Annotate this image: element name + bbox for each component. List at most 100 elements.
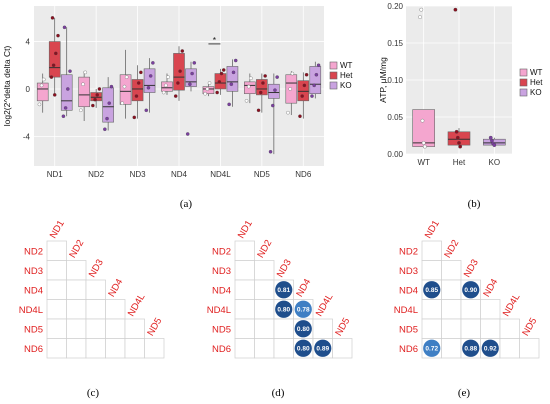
- plot-a-box: [131, 79, 144, 102]
- legend-a-swatch: [329, 61, 338, 70]
- matrix-c-row-label: ND5: [24, 324, 43, 335]
- matrix-e-correlation-circle: [462, 281, 480, 299]
- matrix-e-correlation-value: 0.88: [464, 346, 477, 353]
- matrix-d-row-label: ND2: [212, 246, 231, 257]
- panel-e-correlation-matrix: ND2ND3ND4ND4LND5ND6ND1ND2ND3ND4ND4LND50.…: [394, 219, 539, 359]
- legend-b-swatch: [519, 88, 528, 97]
- plot-a-point: [271, 103, 275, 108]
- plot-a-point: [91, 103, 95, 108]
- plot-a-point: [37, 102, 42, 107]
- plot-a-point: [304, 72, 309, 77]
- plot-a-point: [298, 114, 302, 118]
- plot-a-box: [102, 87, 114, 123]
- matrix-c-cell: [66, 299, 87, 320]
- matrix-d-correlation-circle: [294, 320, 312, 338]
- matrix-d-col-label: ND2: [255, 238, 274, 260]
- matrix-e-correlation-circle: [423, 339, 441, 357]
- plot-a-box: [119, 74, 132, 105]
- matrix-e-col-label: ND4: [481, 277, 500, 299]
- plot-b-point: [418, 15, 422, 19]
- matrix-c-cell: [85, 299, 106, 320]
- plot-a-ytick-label: 4: [26, 38, 31, 47]
- legend-a-label: Het: [340, 71, 353, 80]
- plot-a-point: [42, 77, 46, 82]
- matrix-d-cell: [234, 338, 255, 359]
- matrix-e-cell: [499, 338, 520, 359]
- plot-a-point: [310, 94, 314, 98]
- matrix-c-row-label: ND6: [24, 344, 43, 355]
- plot-a-point: [164, 83, 168, 88]
- plot-a-point: [256, 108, 261, 113]
- plot-a-xtick-label: ND4: [171, 170, 188, 179]
- plot-a-box: [60, 74, 73, 111]
- plot-a-point: [49, 75, 54, 79]
- plot-a-ylabel: log2(2^delta delta Ct): [2, 46, 12, 127]
- plot-a-point: [83, 70, 87, 75]
- matrix-d-cell: [234, 318, 255, 339]
- plot-a-box: [297, 80, 310, 102]
- matrix-e-correlation-circle: [481, 339, 499, 357]
- matrix-d-row-label: ND5: [212, 324, 231, 335]
- plot-a-point: [215, 90, 219, 95]
- plot-a-point: [302, 83, 307, 88]
- matrix-d-cell: [254, 279, 275, 300]
- plot-a-point: [231, 70, 236, 75]
- matrix-c-row-label: ND2: [24, 246, 43, 257]
- legend-a-label: WT: [340, 61, 353, 70]
- plot-a-point: [221, 68, 226, 72]
- matrix-d-correlation-circle: [275, 281, 293, 299]
- matrix-d-row-label: ND4: [212, 285, 231, 296]
- plot-a-point: [66, 87, 70, 91]
- plot-a-point: [314, 72, 319, 77]
- matrix-e-cell: [460, 299, 481, 320]
- plot-a-point: [144, 108, 149, 113]
- matrix-e-row-label: ND6: [399, 344, 418, 355]
- plot-a-point: [139, 70, 143, 75]
- matrix-d-cell: [234, 260, 255, 281]
- plot-a-point: [105, 116, 109, 121]
- plot-b-xtick-label: Het: [453, 158, 466, 167]
- matrix-e-col-label: ND5: [520, 316, 539, 338]
- plot-b-xtick-label: WT: [417, 158, 430, 167]
- plot-a-point: [205, 87, 210, 91]
- plot-b-ytick-label: 0.15: [387, 39, 403, 48]
- panel-label-c: (c): [87, 387, 100, 399]
- plot-a-point: [132, 115, 137, 120]
- plot-a-xtick-label: ND5: [254, 170, 271, 179]
- plot-a-xtick-label: ND1: [47, 170, 64, 179]
- plot-a-point: [79, 108, 83, 113]
- plot-a-point: [109, 84, 114, 89]
- panel-label-b: (b): [468, 198, 481, 210]
- matrix-d-cell: [273, 318, 294, 339]
- matrix-d-correlation-value: 0.80: [297, 326, 310, 333]
- matrix-d-correlation-value: 0.80: [297, 346, 310, 353]
- plot-a-point: [50, 16, 55, 20]
- plot-a-point: [51, 63, 56, 68]
- plot-a-significance-star: *: [213, 35, 217, 45]
- matrix-c-cell: [66, 338, 87, 359]
- matrix-c-cell: [105, 299, 126, 320]
- plot-a-point: [247, 84, 251, 89]
- plot-a-point: [93, 97, 97, 102]
- plot-a-box: [185, 68, 197, 87]
- matrix-d-correlation-value: 0.81: [277, 287, 290, 294]
- plot-a-point: [244, 99, 249, 103]
- matrix-e-cell: [441, 279, 462, 300]
- plot-a-point: [286, 110, 290, 115]
- matrix-d-cell: [254, 260, 275, 281]
- plot-a-point: [62, 25, 67, 30]
- matrix-d-row-label: ND6: [212, 344, 231, 355]
- matrix-e-col-label: ND3: [462, 258, 481, 280]
- plot-a-point: [54, 51, 58, 56]
- plot-b-point: [419, 7, 424, 12]
- panel-a-boxplot: -4 0 4 ND1 ND2 ND3 ND4 ND4L ND5 ND6 * log2(2^delta …: [2, 6, 353, 179]
- matrix-e-correlation-circle: [462, 339, 480, 357]
- matrix-d-cell: [234, 279, 255, 300]
- plot-b-xtick-label: KO: [489, 158, 501, 167]
- matrix-e-cell: [480, 299, 501, 320]
- matrix-d-correlation-value: 0.89: [316, 346, 329, 353]
- matrix-e-cell: [421, 299, 442, 320]
- plot-a-xtick-label: ND3: [130, 170, 147, 179]
